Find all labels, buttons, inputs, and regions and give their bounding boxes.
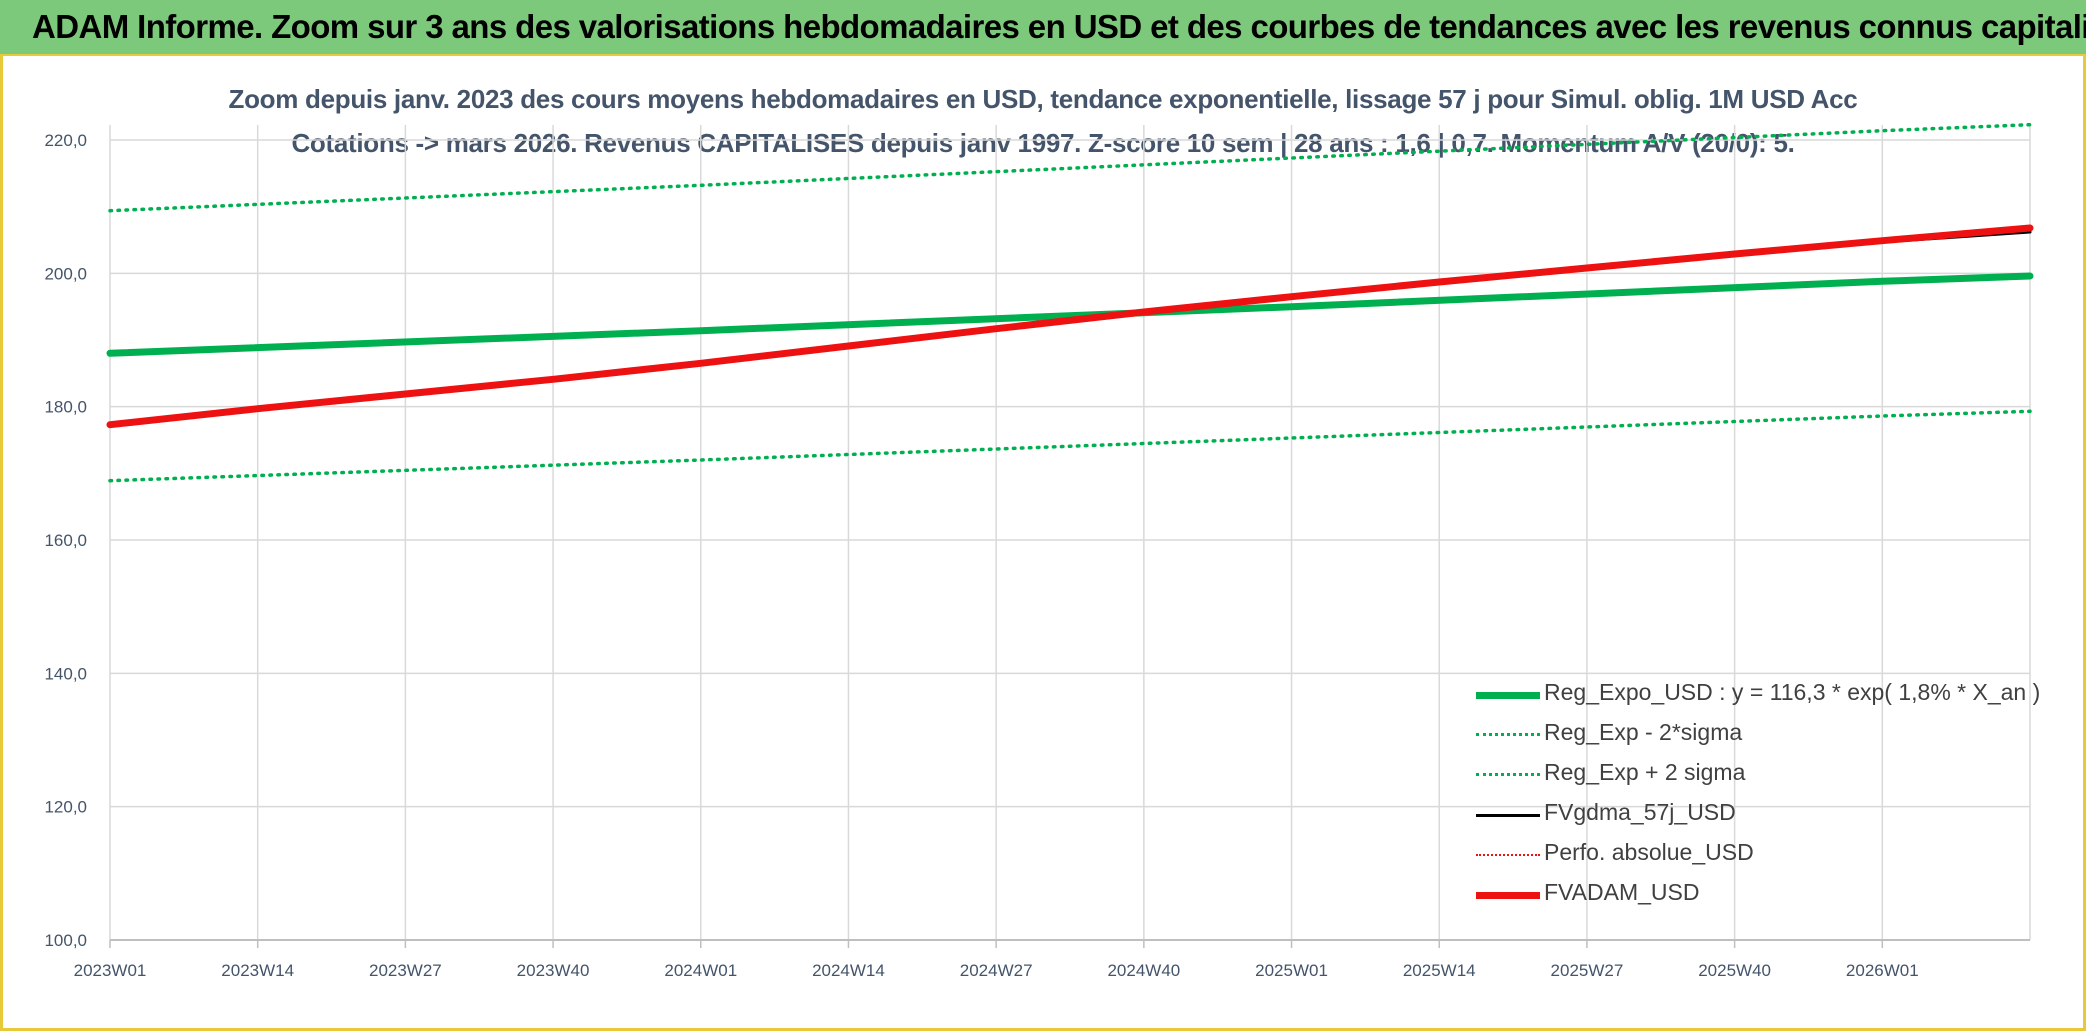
y-tick-label: 120,0 [44,798,87,817]
x-tick-label: 2024W14 [812,961,885,980]
y-tick-label: 100,0 [44,931,87,950]
x-tick-label: 2023W01 [74,961,147,980]
x-tick-label: 2024W27 [960,961,1033,980]
series-line-reg [106,272,2034,357]
x-tick-label: 2023W27 [369,961,442,980]
y-tick-label: 180,0 [44,398,87,417]
x-tick-label: 2023W14 [221,961,294,980]
legend-swatch-hi [1476,773,1540,777]
legend-label-fvadam: FVADAM_USD [1544,879,1700,905]
chart-title: Zoom depuis janv. 2023 des cours moyens … [228,84,1858,114]
x-tick-label: 2026W01 [1846,961,1919,980]
legend-swatch-perfo [1476,853,1540,856]
x-tick-label: 2025W01 [1255,961,1328,980]
series-line-lo [108,409,2032,483]
x-tick-label: 2025W40 [1698,961,1771,980]
tick-labels: 100,0 120,0 140,0 160,0 180,0 200,0 220,0 2023W… [44,131,1918,980]
legend-label-lo: Reg_Exp - 2*sigma [1544,719,1743,745]
report-title: ADAM Informe. Zoom sur 3 ans des valoris… [32,8,2086,45]
legend-swatch-lo [1476,733,1540,737]
legend-swatch-fvadam [1476,891,1540,899]
x-tick-label: 2025W27 [1551,961,1624,980]
report-banner: ADAM Informe. Zoom sur 3 ans des valoris… [0,0,2086,56]
legend-label-perfo: Perfo. absolue_USD [1544,839,1754,865]
x-tick-label: 2024W40 [1107,961,1180,980]
legend-label-reg: Reg_Expo_USD : y = 116,3 * exp( 1,8% * X… [1544,679,2041,705]
x-tick-label: 2025W14 [1403,961,1476,980]
y-tick-label: 140,0 [44,664,87,683]
y-tick-label: 160,0 [44,531,87,550]
legend-label-hi: Reg_Exp + 2 sigma [1544,759,1746,785]
axes [109,939,2030,948]
x-tick-label: 2023W40 [517,961,590,980]
gridlines [109,125,2031,941]
series-line-hi [108,122,2032,213]
legend-swatch-fvgdma [1476,813,1540,817]
legend-label-fvgdma: FVgdma_57j_USD [1544,799,1736,825]
y-tick-label: 220,0 [44,131,87,150]
series-line-fvadam [106,224,2034,429]
legend-swatch-reg [1476,691,1540,699]
chart-frame [0,56,2086,1031]
chart-subtitle: Cotations -> mars 2026. Revenus CAPITALI… [291,128,1795,158]
series-lines [106,122,2034,483]
x-tick-label: 2024W01 [664,961,737,980]
y-tick-label: 200,0 [44,264,87,283]
